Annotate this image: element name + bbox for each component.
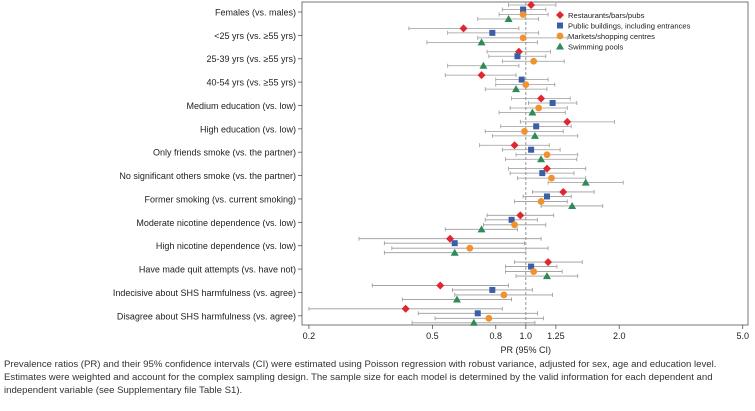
point-restaurants (510, 141, 519, 150)
point-swimming-pools (477, 225, 486, 233)
y-category-label: Have made quit attempts (vs. have not) (139, 265, 296, 275)
point-public-buildings (514, 53, 521, 60)
point-restaurants (544, 258, 553, 267)
point-restaurants (537, 94, 546, 103)
point-markets (530, 57, 538, 65)
point-markets (521, 127, 528, 135)
point-public-buildings (474, 310, 481, 317)
y-category-label: 25-39 yrs (vs. ≥55 yrs) (207, 54, 296, 64)
x-tick-label: 0.8 (489, 331, 502, 341)
point-public-buildings (489, 29, 496, 36)
point-markets (530, 268, 538, 275)
point-swimming-pools (452, 295, 461, 303)
legend-label: Restaurants/bars/pubs (568, 11, 645, 20)
data-marks (308, 1, 624, 326)
point-restaurants (527, 1, 536, 9)
point-markets (485, 314, 493, 322)
point-markets (519, 34, 527, 42)
point-markets (543, 151, 551, 159)
point-public-buildings (557, 22, 563, 29)
point-restaurants (516, 211, 525, 220)
x-tick-label: 0.5 (426, 331, 439, 341)
point-markets (556, 32, 564, 40)
point-restaurants (559, 187, 568, 196)
y-category-label: High nicotine dependence (vs. low) (156, 241, 296, 251)
y-axis-labels: Females (vs. males) <25 yrs (vs. ≥55 yrs)… (113, 8, 302, 321)
point-markets (537, 198, 545, 205)
point-public-buildings (489, 286, 496, 293)
x-tick-label: 0.2 (303, 331, 316, 341)
point-swimming-pools (537, 155, 546, 163)
point-restaurants (477, 71, 486, 80)
point-markets (519, 11, 527, 18)
point-swimming-pools (479, 61, 488, 69)
point-public-buildings (520, 6, 527, 13)
y-category-label: No significant others smoke (vs. the par… (119, 171, 296, 181)
x-axis-title: PR (95% CI) (501, 345, 552, 355)
legend-label: Public buildings, including entrances (568, 22, 691, 31)
point-public-buildings (549, 99, 556, 106)
point-swimming-pools (512, 85, 521, 93)
plot-frame (301, 1, 749, 326)
legend-label: Markets/shopping centres (568, 32, 655, 41)
point-public-buildings (533, 123, 540, 130)
point-public-buildings (451, 240, 458, 247)
point-swimming-pools (581, 178, 590, 186)
y-category-label: 40-54 yrs (vs. ≥55 yrs) (207, 78, 296, 88)
point-markets (522, 81, 530, 89)
point-public-buildings (508, 216, 515, 223)
y-category-label: Former smoking (vs. current smoking) (144, 194, 296, 204)
point-swimming-pools (530, 131, 539, 139)
point-markets (548, 174, 555, 182)
x-tick-label: 1.25 (547, 331, 565, 341)
point-public-buildings (528, 146, 535, 153)
forest-plot: 0.2 0.5 0.8 1.0 1.25 2.0 5.0 PR (95% CI) Female… (113, 1, 749, 355)
x-tick-label: 2.0 (613, 331, 626, 341)
y-category-label: Only friends smoke (vs. the partner) (153, 148, 296, 158)
point-restaurants (556, 11, 564, 19)
point-swimming-pools (469, 318, 478, 326)
point-swimming-pools (477, 38, 486, 46)
point-restaurants (563, 117, 572, 126)
point-markets (466, 244, 474, 252)
plot-border (301, 1, 749, 326)
point-markets (535, 104, 543, 112)
x-tick-label: 5.0 (736, 331, 749, 341)
point-swimming-pools (556, 42, 564, 50)
x-axis: 0.2 0.5 0.8 1.0 1.25 2.0 5.0 PR (95% CI) (303, 2, 749, 355)
point-swimming-pools (450, 248, 459, 256)
legend: Restaurants/bars/pubs Public buildings, i… (556, 11, 691, 52)
y-category-label: <25 yrs (vs. ≥55 yrs) (214, 31, 296, 41)
y-category-label: Indecisive about SHS harmfulness (vs. ag… (113, 288, 296, 298)
point-public-buildings (518, 76, 525, 83)
point-restaurants (459, 24, 468, 33)
legend-label: Swimming pools (568, 43, 623, 52)
point-public-buildings (539, 170, 546, 177)
y-category-label: Disagree about SHS harmfulness (vs. agre… (117, 311, 296, 321)
y-category-label: Medium education (vs. low) (186, 101, 296, 111)
point-public-buildings (528, 263, 535, 270)
point-restaurants (401, 304, 410, 313)
point-markets (500, 291, 508, 299)
y-category-label: Females (vs. males) (215, 8, 296, 18)
point-markets (511, 221, 518, 229)
point-swimming-pools (568, 201, 577, 209)
figure-caption: Prevalence ratios (PR) and their 95% con… (4, 359, 717, 396)
point-restaurants (436, 281, 445, 290)
x-tick-label: 1.0 (520, 331, 533, 341)
point-swimming-pools (528, 108, 537, 116)
y-category-label: High education (vs. low) (200, 124, 296, 134)
point-public-buildings (543, 193, 550, 200)
y-category-label: Moderate nicotine dependence (vs. low) (136, 218, 296, 228)
point-swimming-pools (542, 272, 551, 280)
point-swimming-pools (504, 15, 513, 22)
